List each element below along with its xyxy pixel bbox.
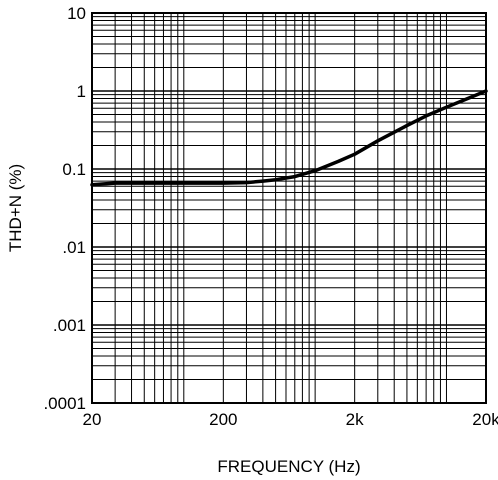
- y-tick-label: .01: [62, 238, 86, 257]
- y-tick-label: 10: [67, 4, 86, 23]
- x-tick-labels: 20 200 2k 20k: [83, 410, 498, 429]
- series-layer: [90, 89, 488, 187]
- x-tick-label: 20k: [472, 410, 498, 429]
- y-tick-label: .0001: [43, 394, 86, 413]
- grid: [91, 12, 487, 404]
- x-tick-label: 200: [209, 410, 237, 429]
- y-tick-label: 1: [77, 82, 86, 101]
- thd-n-series-line: [90, 89, 488, 187]
- y-tick-labels: 10 1 0.1 .01 .001 .0001: [43, 4, 86, 413]
- x-tick-label: 20: [83, 410, 102, 429]
- y-axis-label: THD+N (%): [6, 164, 25, 252]
- y-tick-label: 0.1: [62, 160, 86, 179]
- x-tick-label: 2k: [346, 410, 364, 429]
- y-tick-label: .001: [53, 316, 86, 335]
- plot-frame: [91, 12, 487, 404]
- x-axis-label: FREQUENCY (Hz): [217, 457, 360, 476]
